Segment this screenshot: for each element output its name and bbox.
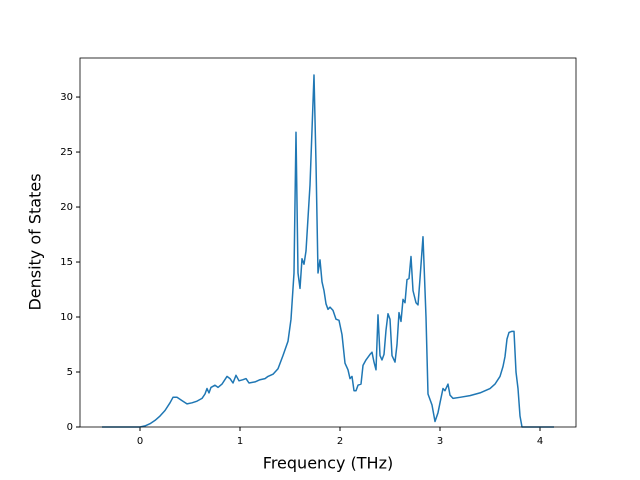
y-tick-label: 10: [60, 312, 73, 323]
line: [102, 74, 554, 428]
y-tick-label: 0: [67, 422, 73, 433]
x-tick-label: 0: [137, 436, 143, 447]
x-tick-label: 2: [337, 436, 343, 447]
y-tick-label: 5: [67, 367, 73, 378]
y-tick-label: 30: [60, 92, 73, 103]
y-axis-label: Density of States: [26, 173, 45, 310]
x-tick-label: 3: [437, 436, 443, 447]
y-tick-label: 15: [60, 257, 73, 268]
x-axis-label: Frequency (THz): [263, 454, 393, 473]
y-tick-label: 25: [60, 147, 73, 158]
x-tick-label: 4: [537, 436, 543, 447]
y-tick-label: 20: [60, 202, 73, 213]
plot-frame: [79, 57, 577, 428]
x-tick-label: 1: [237, 436, 243, 447]
